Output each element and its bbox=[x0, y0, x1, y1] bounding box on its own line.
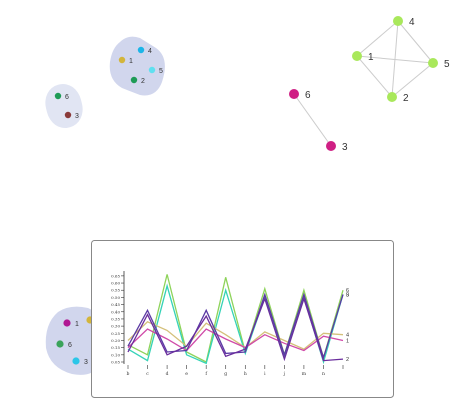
y-tick-label: 0.35 bbox=[111, 316, 120, 321]
graph-label-4: 4 bbox=[409, 17, 415, 28]
x-tick-label: n bbox=[322, 372, 325, 377]
cluster-bottom-node-1[interactable] bbox=[63, 319, 70, 326]
cluster-a-label-2: 2 bbox=[141, 78, 145, 85]
edge-5-2 bbox=[392, 63, 433, 97]
graph-label-1: 1 bbox=[368, 52, 374, 63]
edge-6-3 bbox=[294, 94, 331, 146]
y-tick-label: 0.40 bbox=[111, 309, 120, 314]
x-tick-label: e bbox=[185, 372, 188, 377]
cluster-b-label-3: 3 bbox=[75, 113, 79, 120]
cluster-a: 4 1 5 2 bbox=[110, 37, 165, 96]
pair-label-6: 6 bbox=[305, 90, 311, 101]
cluster-b-label-6: 6 bbox=[65, 94, 69, 101]
chart-panel: 0.05 0.10 0.15 0.20 0.25 0.30 0.35 0.40 0.45 0.50… bbox=[92, 241, 394, 398]
graph-label-2: 2 bbox=[403, 93, 409, 104]
cluster-a-node-2[interactable] bbox=[131, 77, 137, 83]
y-tick-label: 0.30 bbox=[111, 324, 120, 329]
pair-node-6[interactable] bbox=[289, 89, 299, 99]
x-tick-label: d bbox=[166, 371, 169, 377]
graph-node-2[interactable] bbox=[387, 92, 397, 102]
chart-panel-frame bbox=[92, 241, 394, 398]
cluster-b-hull bbox=[41, 80, 87, 131]
cluster-b-node-6[interactable] bbox=[55, 93, 61, 99]
cluster-a-node-1[interactable] bbox=[119, 57, 125, 63]
x-tick-label: h bbox=[244, 371, 247, 377]
pair-node-3[interactable] bbox=[326, 141, 336, 151]
y-tick-label: 0.65 bbox=[111, 273, 120, 278]
cluster-a-hull bbox=[110, 37, 165, 96]
y-tick-label: 0.25 bbox=[111, 331, 120, 336]
cluster-a-label-1: 1 bbox=[129, 58, 133, 65]
edge-4-1 bbox=[357, 21, 398, 56]
cluster-a-node-4[interactable] bbox=[138, 47, 144, 53]
series-end-label: 1 bbox=[346, 338, 349, 344]
cluster-bottom-node-6[interactable] bbox=[56, 340, 63, 347]
pair-magenta: 6 3 bbox=[289, 89, 348, 153]
x-tick-label: b bbox=[127, 371, 130, 377]
pair-label-3: 3 bbox=[342, 142, 348, 153]
cluster-bottom-node-3[interactable] bbox=[72, 357, 79, 364]
cluster-a-label-4: 4 bbox=[148, 48, 152, 55]
series-end-label: 2 bbox=[346, 357, 349, 363]
graph-node-1[interactable] bbox=[352, 51, 362, 61]
y-tick-label: 0.10 bbox=[111, 352, 120, 357]
y-tick-label: 0.45 bbox=[111, 302, 120, 307]
graph-right: 4 1 5 2 bbox=[352, 16, 450, 104]
y-tick-label: 0.60 bbox=[111, 281, 120, 286]
x-tick-label: j bbox=[283, 371, 285, 377]
x-tick-label: g bbox=[224, 372, 227, 377]
cluster-a-node-5[interactable] bbox=[149, 67, 155, 73]
y-tick-label: 0.50 bbox=[111, 295, 120, 300]
graph-label-5: 5 bbox=[444, 59, 450, 70]
edge-4-5 bbox=[398, 21, 433, 63]
y-tick-label: 0.05 bbox=[111, 360, 120, 365]
edge-1-2 bbox=[357, 56, 392, 97]
y-tick-label: 0.15 bbox=[111, 345, 120, 350]
x-tick-label: m bbox=[302, 372, 307, 377]
cluster-bottom-label-6: 6 bbox=[68, 342, 72, 349]
graph-node-4[interactable] bbox=[393, 16, 403, 26]
y-tick-label: 0.55 bbox=[111, 288, 120, 293]
cluster-bottom-label-1: 1 bbox=[75, 321, 79, 328]
cluster-a-label-5: 5 bbox=[159, 68, 163, 75]
cluster-b: 6 3 bbox=[41, 80, 87, 131]
series-end-label: 3 bbox=[346, 293, 349, 299]
cluster-b-node-3[interactable] bbox=[65, 112, 71, 118]
y-tick-label: 0.20 bbox=[111, 338, 120, 343]
graph-node-5[interactable] bbox=[428, 58, 438, 68]
cluster-bottom-label-3: 3 bbox=[84, 359, 88, 366]
